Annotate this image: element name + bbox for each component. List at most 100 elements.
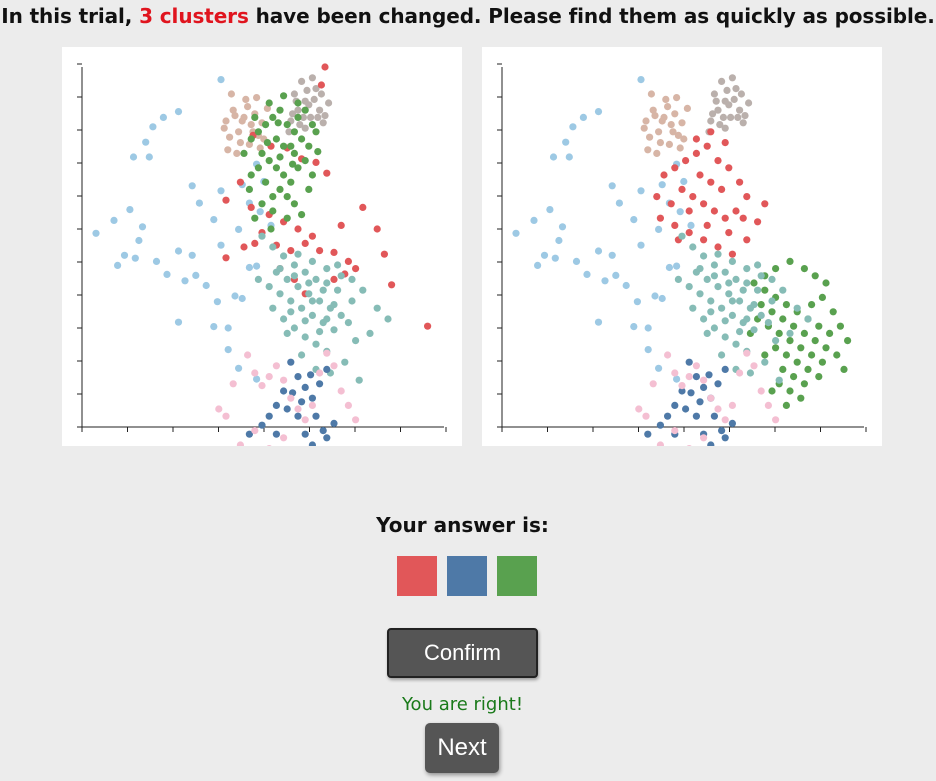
data-point (685, 358, 693, 366)
data-point (772, 416, 780, 424)
data-point (630, 216, 638, 224)
data-point (761, 200, 769, 208)
data-point (703, 329, 711, 337)
data-point (572, 257, 581, 265)
data-point (290, 128, 298, 136)
data-point (637, 76, 645, 84)
data-point (280, 376, 288, 384)
data-point (287, 142, 295, 150)
data-point (323, 349, 331, 357)
data-point (359, 286, 367, 294)
data-point (736, 328, 744, 336)
data-point (245, 430, 253, 438)
data-point (768, 297, 776, 305)
confirm-button[interactable]: Confirm (387, 628, 538, 678)
data-point (301, 383, 309, 391)
data-point (696, 290, 704, 298)
data-point (424, 322, 432, 330)
data-point (736, 106, 744, 114)
data-point (710, 261, 718, 269)
data-point (761, 358, 769, 366)
data-point (721, 416, 729, 424)
data-point (772, 344, 780, 352)
data-point (145, 153, 153, 161)
data-point (678, 232, 686, 240)
data-point (721, 268, 729, 276)
data-point (258, 232, 266, 240)
instruction-text: In this trial, 3 clusters have been chan… (0, 4, 936, 28)
data-point (692, 135, 700, 143)
data-point (280, 434, 288, 442)
data-point (818, 293, 826, 301)
data-point (229, 380, 237, 388)
data-point (678, 185, 686, 193)
data-point (682, 157, 690, 165)
data-point (703, 142, 711, 150)
next-button[interactable]: Next (425, 723, 499, 773)
scatterplot-left (62, 47, 462, 446)
data-point (262, 178, 270, 186)
answer-swatch-blue[interactable] (447, 556, 487, 596)
data-point (373, 304, 381, 312)
data-point (319, 119, 327, 127)
data-point (308, 257, 316, 265)
data-point (236, 178, 244, 186)
data-point (829, 308, 837, 316)
data-point (743, 265, 751, 273)
data-point (732, 85, 740, 93)
answer-title: Your answer is: (376, 513, 549, 537)
data-point (565, 153, 573, 161)
data-point (728, 419, 736, 427)
data-point (664, 103, 672, 111)
data-point (380, 250, 388, 258)
data-point (355, 376, 363, 384)
data-point (833, 351, 841, 359)
data-point (551, 254, 559, 262)
data-point (210, 323, 218, 331)
answer-swatch-red[interactable] (397, 556, 437, 596)
data-point (265, 412, 273, 420)
data-point (682, 405, 690, 413)
answer-swatch-green[interactable] (497, 556, 537, 596)
data-point (664, 412, 672, 420)
data-point (718, 185, 726, 193)
data-point (188, 251, 196, 259)
data-point (707, 178, 715, 186)
data-point (265, 373, 273, 381)
data-point (721, 317, 729, 325)
data-point (283, 275, 291, 283)
data-point (653, 193, 661, 201)
data-point (728, 401, 736, 409)
data-point (822, 279, 830, 287)
data-point (258, 382, 266, 390)
cluster-gray (705, 74, 753, 136)
data-point (700, 236, 708, 244)
data-point (247, 203, 255, 211)
data-point (274, 119, 282, 127)
axes (77, 63, 447, 432)
data-point (316, 369, 324, 377)
data-point (676, 144, 684, 152)
data-point (768, 387, 776, 395)
data-point (283, 193, 291, 201)
data-point (644, 146, 652, 154)
data-point (312, 128, 320, 136)
data-point (732, 207, 740, 215)
data-point (247, 135, 255, 143)
data-point (308, 74, 316, 82)
data-point (725, 164, 733, 172)
data-point (754, 218, 762, 226)
data-point (240, 243, 248, 251)
data-point (622, 281, 630, 290)
data-point (240, 149, 248, 157)
data-point (251, 214, 259, 222)
data-point (768, 308, 776, 316)
data-point (242, 95, 250, 103)
data-point (700, 383, 708, 391)
data-point (790, 322, 798, 330)
data-point (352, 265, 360, 273)
data-point (310, 95, 318, 103)
data-point (674, 131, 682, 139)
data-point (721, 97, 729, 105)
data-point (307, 371, 315, 379)
